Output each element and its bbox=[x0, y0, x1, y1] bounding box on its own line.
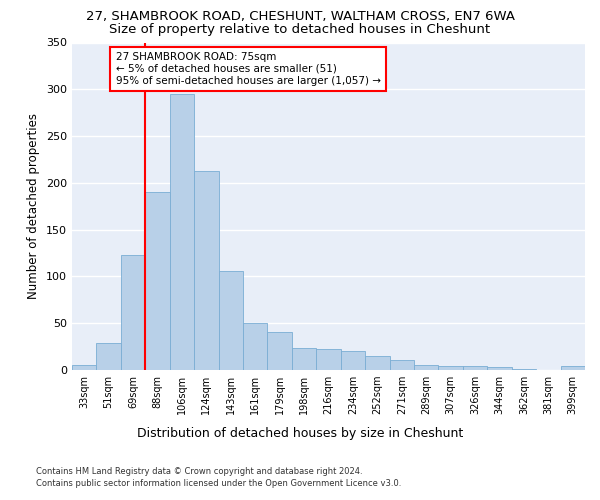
Text: Size of property relative to detached houses in Cheshunt: Size of property relative to detached ho… bbox=[109, 22, 491, 36]
Bar bbox=[463, 366, 487, 370]
Bar bbox=[389, 360, 414, 370]
Bar bbox=[194, 170, 218, 370]
Bar bbox=[560, 366, 585, 370]
Text: 27, SHAMBROOK ROAD, CHESHUNT, WALTHAM CROSS, EN7 6WA: 27, SHAMBROOK ROAD, CHESHUNT, WALTHAM CR… bbox=[86, 10, 515, 23]
Text: Distribution of detached houses by size in Cheshunt: Distribution of detached houses by size … bbox=[137, 428, 463, 440]
Text: 27 SHAMBROOK ROAD: 75sqm
← 5% of detached houses are smaller (51)
95% of semi-de: 27 SHAMBROOK ROAD: 75sqm ← 5% of detache… bbox=[116, 52, 380, 86]
Bar bbox=[97, 343, 121, 370]
Bar bbox=[145, 192, 170, 370]
Bar bbox=[243, 323, 268, 370]
Bar bbox=[268, 332, 292, 370]
Y-axis label: Number of detached properties: Number of detached properties bbox=[28, 114, 40, 299]
Bar bbox=[170, 94, 194, 370]
Bar bbox=[316, 350, 341, 370]
Bar bbox=[341, 352, 365, 370]
Bar bbox=[365, 356, 389, 370]
Bar bbox=[487, 367, 512, 370]
Bar bbox=[414, 366, 439, 370]
Bar bbox=[292, 348, 316, 370]
Bar bbox=[218, 271, 243, 370]
Bar bbox=[121, 255, 145, 370]
Text: Contains HM Land Registry data © Crown copyright and database right 2024.: Contains HM Land Registry data © Crown c… bbox=[36, 468, 362, 476]
Text: Contains public sector information licensed under the Open Government Licence v3: Contains public sector information licen… bbox=[36, 479, 401, 488]
Bar bbox=[439, 366, 463, 370]
Bar bbox=[72, 366, 97, 370]
Bar bbox=[512, 369, 536, 370]
